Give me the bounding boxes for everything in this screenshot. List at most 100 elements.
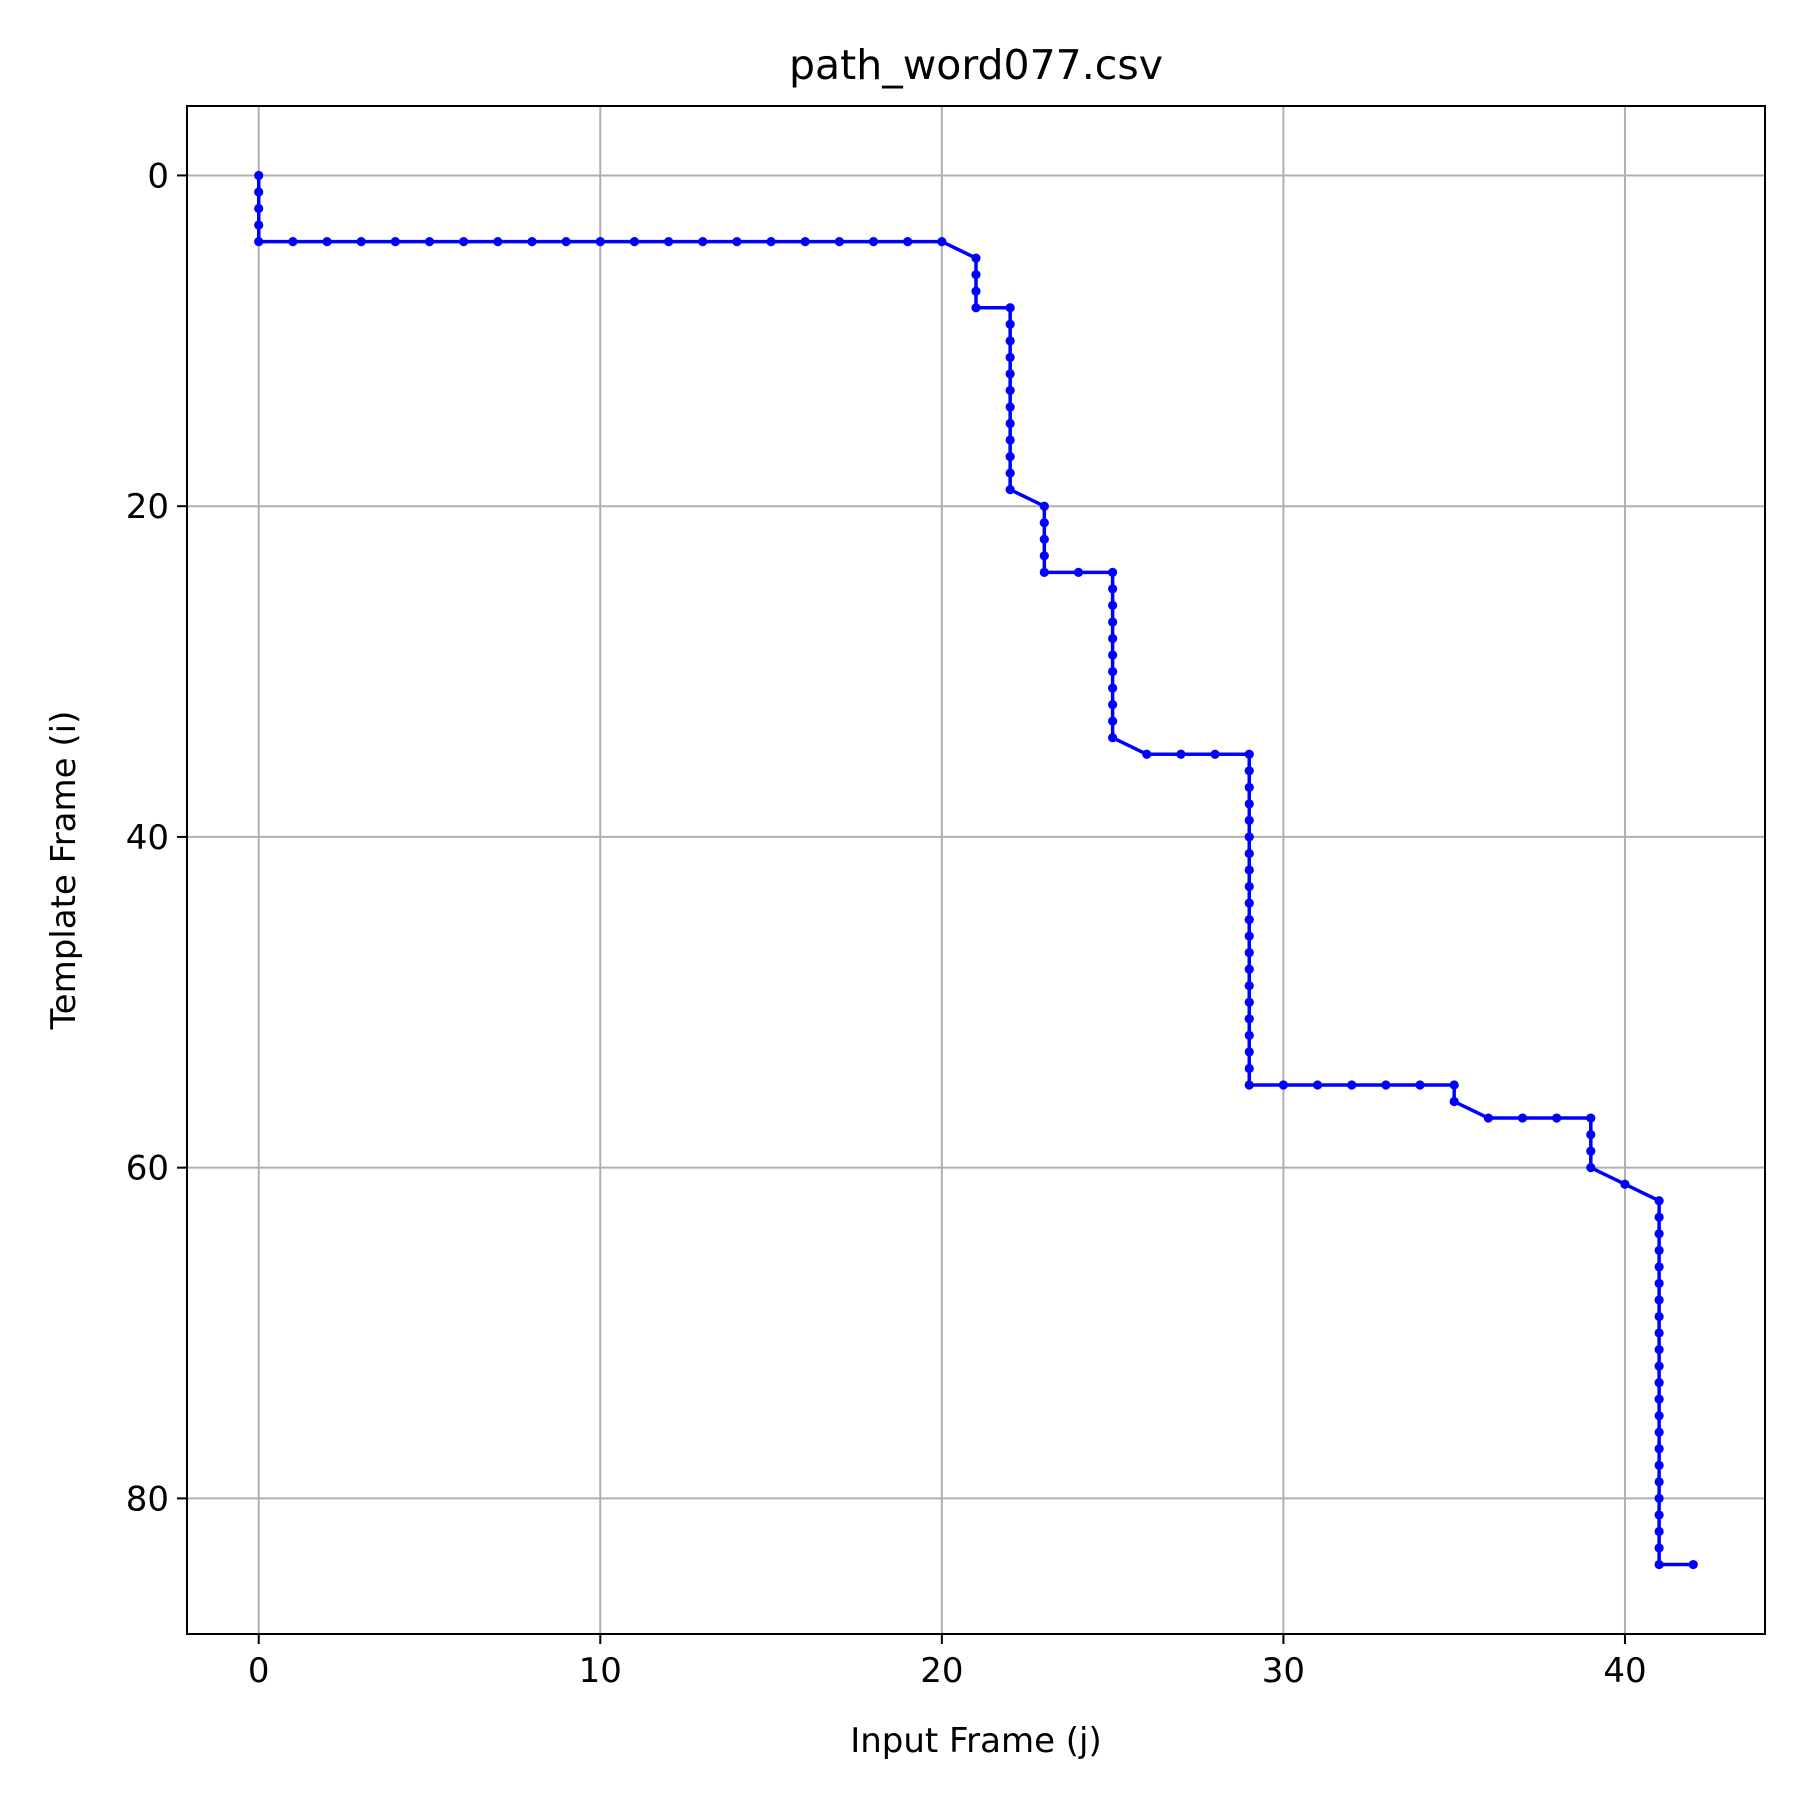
- data-point: [1244, 881, 1254, 892]
- data-point: [1654, 1262, 1664, 1272]
- data-point: [971, 253, 981, 263]
- data-point: [1449, 1080, 1459, 1090]
- data-point: [1347, 1080, 1357, 1090]
- data-point: [1244, 931, 1254, 941]
- data-point: [903, 237, 913, 247]
- data-point: [1244, 766, 1254, 776]
- data-point: [1654, 1510, 1664, 1520]
- data-point: [663, 237, 674, 247]
- data-point: [1381, 1080, 1391, 1090]
- data-point: [1654, 1411, 1664, 1421]
- data-point: [1654, 1394, 1664, 1404]
- data-point: [1654, 1311, 1664, 1322]
- data-point: [1176, 749, 1186, 759]
- data-point: [254, 237, 264, 247]
- data-point: [1005, 451, 1015, 462]
- data-point: [1005, 336, 1015, 346]
- x-tick-label: 30: [1262, 1651, 1305, 1691]
- data-point: [595, 237, 605, 247]
- data-point: [1210, 749, 1220, 759]
- data-point: [1620, 1179, 1630, 1189]
- data-point: [254, 220, 264, 230]
- x-axis-label: Input Frame (j): [850, 1721, 1102, 1761]
- data-point: [390, 237, 400, 247]
- data-point: [1073, 567, 1084, 577]
- data-point: [1654, 1295, 1664, 1305]
- data-point: [1244, 997, 1254, 1007]
- data-point: [288, 237, 298, 247]
- grid: [187, 106, 1765, 1634]
- data-point: [1244, 1063, 1254, 1074]
- data-point: [1483, 1113, 1493, 1123]
- data-point: [1244, 1030, 1254, 1040]
- data-point: [1449, 1096, 1459, 1107]
- data-point: [1244, 1080, 1254, 1090]
- data-point: [1654, 1196, 1664, 1206]
- data-point: [1654, 1477, 1664, 1487]
- data-point: [1517, 1113, 1528, 1123]
- series-layer: [254, 170, 1698, 1570]
- data-point: [1039, 534, 1049, 544]
- data-point: [1244, 799, 1254, 809]
- data-point: [356, 237, 366, 247]
- plot-frame: [186, 105, 1766, 1635]
- data-point: [1005, 385, 1015, 396]
- x-tick-label: 40: [1603, 1651, 1646, 1691]
- data-point: [561, 237, 571, 247]
- data-point: [254, 170, 264, 181]
- data-point: [1244, 964, 1254, 974]
- data-point: [1586, 1113, 1596, 1123]
- data-point: [1244, 948, 1254, 958]
- data-point: [254, 187, 264, 197]
- data-point: [1654, 1245, 1664, 1255]
- data-point: [1005, 468, 1015, 478]
- data-point: [1654, 1559, 1664, 1570]
- data-point: [1654, 1493, 1664, 1503]
- data-point: [1039, 551, 1049, 561]
- data-point: [459, 237, 469, 247]
- data-point: [1108, 666, 1118, 677]
- data-point: [1244, 749, 1254, 759]
- chart-title: path_word077.csv: [789, 41, 1163, 89]
- data-point: [1108, 633, 1118, 644]
- y-tick-label: 0: [147, 156, 169, 196]
- data-point: [868, 237, 879, 247]
- data-point: [1108, 567, 1118, 577]
- data-point: [1654, 1278, 1664, 1289]
- data-point: [254, 203, 264, 214]
- y-tick-label: 40: [126, 818, 169, 858]
- data-point: [1142, 749, 1152, 759]
- data-point: [1244, 981, 1254, 991]
- x-tick-label: 10: [579, 1651, 622, 1691]
- data-point: [424, 237, 435, 247]
- data-point: [834, 237, 844, 247]
- data-point: [1654, 1460, 1664, 1470]
- data-point: [971, 270, 981, 280]
- data-point: [1108, 733, 1118, 743]
- data-point: [1415, 1080, 1425, 1090]
- data-point: [1005, 303, 1015, 313]
- data-point: [1108, 584, 1118, 594]
- data-point: [1108, 600, 1118, 611]
- data-point: [1244, 865, 1254, 875]
- data-point: [493, 237, 503, 247]
- data-point: [971, 303, 981, 313]
- x-tick-label: 20: [920, 1651, 963, 1691]
- y-axis-label: Template Frame (i): [44, 711, 84, 1031]
- data-point: [527, 237, 537, 247]
- data-point: [322, 237, 332, 247]
- data-point: [1108, 716, 1118, 726]
- data-point: [629, 237, 640, 247]
- data-point: [1005, 485, 1015, 495]
- data-point: [1244, 1047, 1254, 1057]
- data-point: [1278, 1080, 1289, 1090]
- data-point: [1688, 1559, 1698, 1570]
- data-point: [800, 237, 810, 247]
- data-point: [1654, 1378, 1664, 1388]
- data-point: [1108, 700, 1118, 710]
- data-point: [1039, 518, 1049, 528]
- data-point: [1005, 352, 1015, 362]
- data-point: [1244, 832, 1254, 842]
- data-point: [1108, 683, 1118, 693]
